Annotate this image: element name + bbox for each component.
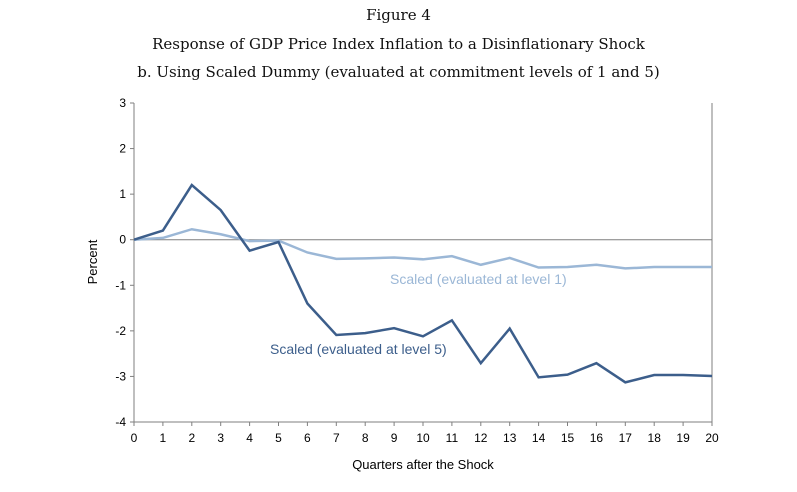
x-tick-label: 3 bbox=[217, 431, 224, 445]
chart-labels: Quarters after the Shock Percent Scaled (e… bbox=[85, 239, 567, 472]
x-tick-label: 4 bbox=[246, 431, 253, 445]
x-tick-label: 6 bbox=[304, 431, 311, 445]
x-tick-label: 7 bbox=[333, 431, 340, 445]
x-tick-label: 19 bbox=[676, 431, 690, 445]
x-tick-label: 20 bbox=[705, 431, 719, 445]
series-label-2: Scaled (evaluated at level 5) bbox=[270, 341, 447, 357]
y-tick-label: -2 bbox=[115, 324, 126, 338]
x-tick-label: 13 bbox=[503, 431, 517, 445]
y-tick-label: -4 bbox=[115, 415, 126, 429]
x-tick-label: 8 bbox=[362, 431, 369, 445]
x-tick-label: 16 bbox=[590, 431, 604, 445]
x-tick-label: 14 bbox=[532, 431, 546, 445]
x-tick-label: 2 bbox=[188, 431, 195, 445]
x-tick-label: 15 bbox=[561, 431, 575, 445]
figure-label: Figure 4 bbox=[366, 6, 431, 24]
x-tick-label: 11 bbox=[446, 431, 459, 445]
chart-series bbox=[133, 183, 713, 384]
y-tick-label: 0 bbox=[119, 233, 126, 247]
y-tick-label: 1 bbox=[119, 187, 126, 201]
y-tick-label: -3 bbox=[115, 369, 126, 383]
x-tick-label: 10 bbox=[416, 431, 430, 445]
y-tick-label: 3 bbox=[119, 96, 126, 110]
figure-subtitle: b. Using Scaled Dummy (evaluated at comm… bbox=[137, 63, 660, 81]
y-axis-label: Percent bbox=[85, 239, 100, 284]
series-line-1 bbox=[133, 227, 712, 270]
x-tick-label: 1 bbox=[160, 431, 167, 445]
x-tick-label: 18 bbox=[648, 431, 662, 445]
x-tick-label: 12 bbox=[474, 431, 488, 445]
x-tick-label: 5 bbox=[275, 431, 282, 445]
series-line-2 bbox=[133, 183, 713, 384]
x-tick-label: 0 bbox=[131, 431, 138, 445]
y-tick-label: 2 bbox=[119, 142, 126, 156]
x-tick-label: 17 bbox=[619, 431, 633, 445]
x-axis-label: Quarters after the Shock bbox=[352, 457, 494, 472]
figure-title: Response of GDP Price Index Inflation to… bbox=[152, 35, 645, 53]
x-tick-label: 9 bbox=[391, 431, 398, 445]
y-tick-label: -1 bbox=[115, 278, 126, 292]
series-label-1: Scaled (evaluated at level 1) bbox=[390, 271, 567, 287]
